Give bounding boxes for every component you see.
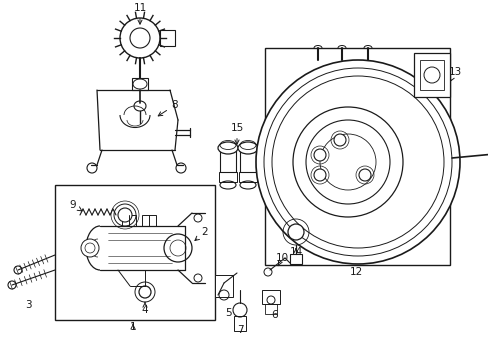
Bar	[240, 150, 256, 172]
Bar	[264, 304, 276, 314]
Text: 3: 3	[24, 300, 31, 310]
Bar	[262, 290, 280, 304]
Text: 5: 5	[224, 308, 231, 318]
Text: 6: 6	[271, 310, 278, 320]
Ellipse shape	[238, 142, 258, 154]
Circle shape	[256, 60, 459, 264]
Bar	[122, 215, 136, 226]
Text: 13: 13	[447, 67, 461, 81]
Text: 2: 2	[195, 227, 208, 240]
Bar	[234, 316, 245, 331]
Bar	[264, 48, 449, 265]
Bar	[160, 30, 175, 46]
Circle shape	[163, 234, 192, 262]
Circle shape	[232, 303, 246, 317]
Circle shape	[118, 208, 132, 222]
Bar	[215, 275, 232, 297]
Circle shape	[287, 224, 304, 240]
Circle shape	[333, 134, 346, 146]
Text: 14: 14	[289, 247, 302, 257]
Text: 12: 12	[348, 267, 362, 277]
Text: 1: 1	[129, 322, 136, 332]
Bar	[220, 150, 236, 172]
Bar	[142, 215, 156, 226]
Circle shape	[292, 107, 402, 217]
Text: 10: 10	[275, 253, 288, 266]
Circle shape	[120, 18, 160, 58]
Circle shape	[87, 163, 97, 173]
Bar	[419, 60, 443, 90]
Circle shape	[8, 281, 16, 289]
Ellipse shape	[218, 142, 238, 154]
Circle shape	[14, 266, 22, 274]
Text: 7: 7	[236, 325, 243, 335]
Bar	[55, 185, 215, 320]
Circle shape	[81, 239, 99, 257]
Bar	[239, 172, 257, 182]
Circle shape	[139, 286, 151, 298]
Text: 4: 4	[142, 302, 148, 315]
Circle shape	[176, 163, 185, 173]
Circle shape	[358, 169, 370, 181]
Circle shape	[313, 149, 325, 161]
Text: 11: 11	[133, 3, 146, 24]
Text: 15: 15	[230, 123, 243, 144]
Circle shape	[313, 169, 325, 181]
Bar	[289, 254, 302, 264]
Text: 8: 8	[158, 100, 178, 116]
Text: 9: 9	[70, 200, 81, 211]
Bar	[132, 78, 148, 90]
Bar	[413, 53, 449, 97]
Bar	[219, 172, 237, 182]
